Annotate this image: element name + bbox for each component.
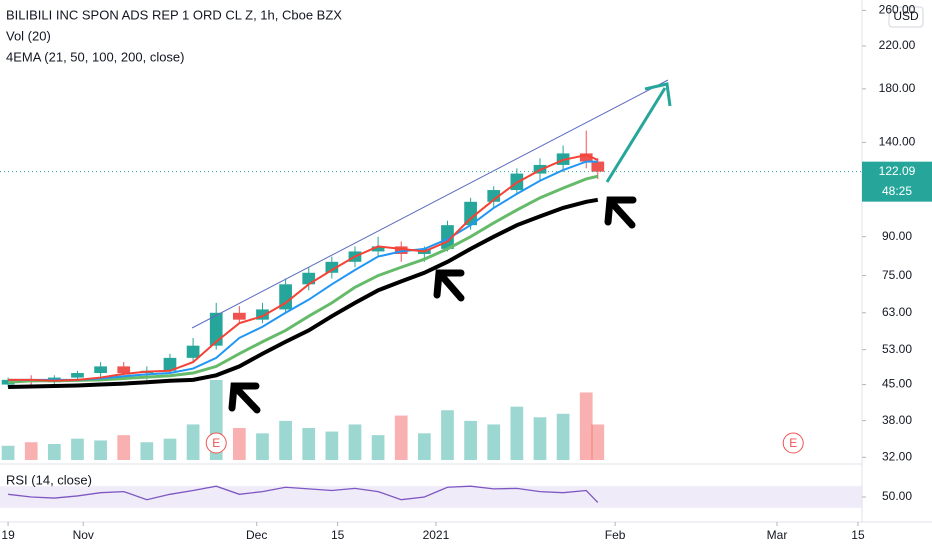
volume-bar bbox=[487, 424, 501, 460]
y-tick-label: 140.00 bbox=[879, 135, 916, 149]
candle-body bbox=[579, 153, 593, 162]
volume-bar bbox=[94, 440, 107, 460]
arrow-head bbox=[644, 82, 672, 107]
ema-line bbox=[8, 153, 599, 382]
y-tick-label: 63.00 bbox=[882, 305, 912, 319]
y-tick-label: 75.00 bbox=[882, 268, 912, 282]
y-tick-label: 90.00 bbox=[882, 229, 912, 243]
candle-body bbox=[302, 272, 316, 285]
x-tick-label: 2021 bbox=[423, 528, 450, 542]
chart-title: BILIBILI INC SPON ADS REP 1 ORD CL Z, 1h… bbox=[6, 7, 342, 22]
y-tick-label: 38.00 bbox=[882, 413, 912, 427]
volume-bar bbox=[163, 438, 177, 460]
volume-bar bbox=[348, 424, 362, 460]
y-tick-label: 32.00 bbox=[882, 449, 912, 463]
x-tick-label: Nov bbox=[73, 528, 94, 542]
x-tick-label: 15 bbox=[331, 528, 345, 542]
volume-bar bbox=[186, 424, 200, 460]
x-tick-label: 19 bbox=[1, 528, 15, 542]
earnings-label: E bbox=[212, 436, 220, 450]
candle-body bbox=[256, 309, 269, 320]
volume-bar bbox=[279, 420, 292, 460]
candle-body bbox=[279, 284, 292, 310]
candle-body bbox=[487, 190, 501, 202]
candle-body bbox=[209, 312, 223, 346]
volume-bar bbox=[417, 433, 431, 460]
ema-line bbox=[8, 160, 598, 381]
volume-bar bbox=[302, 428, 316, 460]
currency-button[interactable] bbox=[888, 6, 924, 28]
rsi-label: RSI (14, close) bbox=[6, 472, 92, 487]
volume-bar bbox=[441, 410, 454, 460]
countdown-label: 48:25 bbox=[882, 184, 912, 198]
volume-bar bbox=[71, 438, 84, 460]
pointer-arrows bbox=[228, 196, 637, 414]
indicator-label: Vol (20) bbox=[6, 28, 51, 43]
earnings-marker bbox=[782, 432, 804, 454]
trend-line bbox=[191, 79, 669, 329]
volume-bar bbox=[579, 392, 593, 460]
candle-body bbox=[186, 345, 200, 358]
volume-bar bbox=[1, 445, 15, 460]
candle-body bbox=[163, 357, 177, 371]
volume-bar bbox=[117, 435, 131, 460]
volume-bar bbox=[591, 424, 605, 460]
ema-line bbox=[8, 197, 599, 389]
volume-bar bbox=[140, 442, 154, 460]
y-tick-label: 220.00 bbox=[879, 38, 916, 52]
y-tick-label: 260.00 bbox=[879, 3, 916, 17]
volume-bar bbox=[325, 431, 339, 460]
candle-body bbox=[325, 261, 339, 273]
x-tick-label: Mar bbox=[767, 528, 788, 542]
indicator-label: 4EMA (21, 50, 100, 200, close) bbox=[6, 49, 185, 64]
candle-body bbox=[94, 366, 107, 374]
volume-bar bbox=[47, 444, 61, 460]
volume-bar bbox=[464, 420, 477, 460]
currency[interactable]: USD bbox=[893, 9, 919, 23]
earnings-label: E bbox=[789, 436, 797, 450]
y-tick-label: 53.00 bbox=[882, 342, 912, 356]
y-tick-label: 45.00 bbox=[882, 377, 912, 391]
y-tick-label: 180.00 bbox=[879, 81, 916, 95]
candle-body bbox=[117, 366, 131, 374]
candle-body bbox=[71, 373, 84, 378]
volume-bar bbox=[256, 433, 269, 460]
arrow bbox=[605, 87, 667, 183]
volume-bar bbox=[371, 435, 385, 460]
earnings-marker bbox=[205, 432, 227, 454]
candle-body bbox=[232, 312, 246, 320]
rsi-band bbox=[0, 486, 862, 508]
last-price-box bbox=[862, 161, 932, 202]
volume-bar bbox=[533, 417, 547, 460]
x-tick-label: Feb bbox=[605, 528, 626, 542]
volume-bar bbox=[394, 415, 408, 460]
candle-body bbox=[371, 246, 385, 252]
last-price-label: 122.09 bbox=[879, 164, 916, 178]
rsi-line bbox=[8, 485, 599, 503]
candle-body bbox=[591, 161, 605, 172]
plot-area bbox=[0, 130, 862, 508]
rsi-tick-label: 50.00 bbox=[882, 489, 912, 503]
volume-bar bbox=[232, 428, 246, 460]
candle-body bbox=[394, 246, 408, 254]
volume-bar bbox=[510, 406, 524, 460]
candle-body bbox=[1, 379, 15, 385]
x-tick-label: 15 bbox=[851, 528, 865, 542]
ema-line bbox=[8, 174, 599, 384]
volume-bar bbox=[556, 413, 570, 460]
candle-body bbox=[464, 201, 477, 226]
x-tick-label: Dec bbox=[246, 528, 267, 542]
volume-bar bbox=[24, 442, 38, 460]
